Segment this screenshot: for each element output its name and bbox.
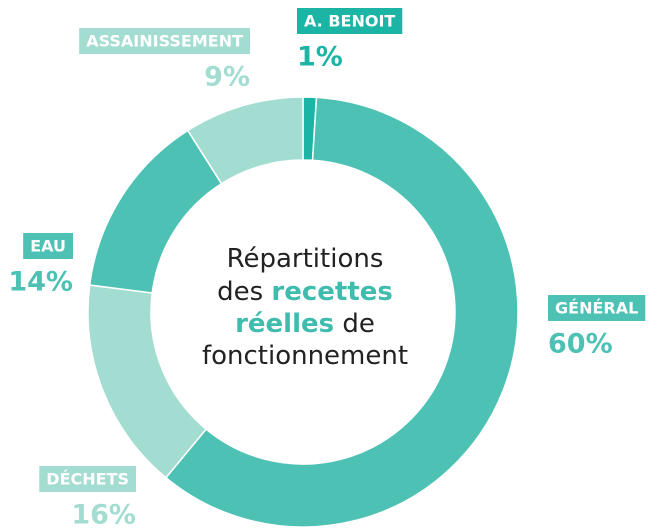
center-text: réelles de [235,309,375,339]
center-word: de [342,309,375,339]
center-word: des [217,277,263,307]
value-label: 16% [71,500,136,529]
center-text: Répartitions [227,244,384,274]
label-box [23,233,73,259]
value-label: 1% [297,42,343,73]
slice [88,129,223,294]
category-label: GÉNÉRAL [555,299,638,318]
center-word: Répartitions [227,244,384,274]
slice [186,96,304,185]
slice [87,284,208,479]
center-word: recettes [271,277,392,307]
label-box [297,8,403,34]
category-label: EAU [30,237,66,256]
label-box [39,466,136,492]
center-word: réelles [235,309,334,339]
center-text: fonctionnement [202,341,408,371]
center-word: fonctionnement [202,341,408,371]
value-label: 14% [8,267,73,298]
center-text: des recettes [217,277,393,307]
donut [87,96,519,528]
value-label: 9% [204,62,250,93]
slice [164,96,519,528]
value-label: 60% [548,329,613,360]
category-label: A. BENOIT [304,12,395,31]
label-box [548,295,646,321]
category-label: ASSAINISSEMENT [86,32,243,51]
label-box [79,28,250,54]
category-label: DÉCHETS [46,470,129,489]
